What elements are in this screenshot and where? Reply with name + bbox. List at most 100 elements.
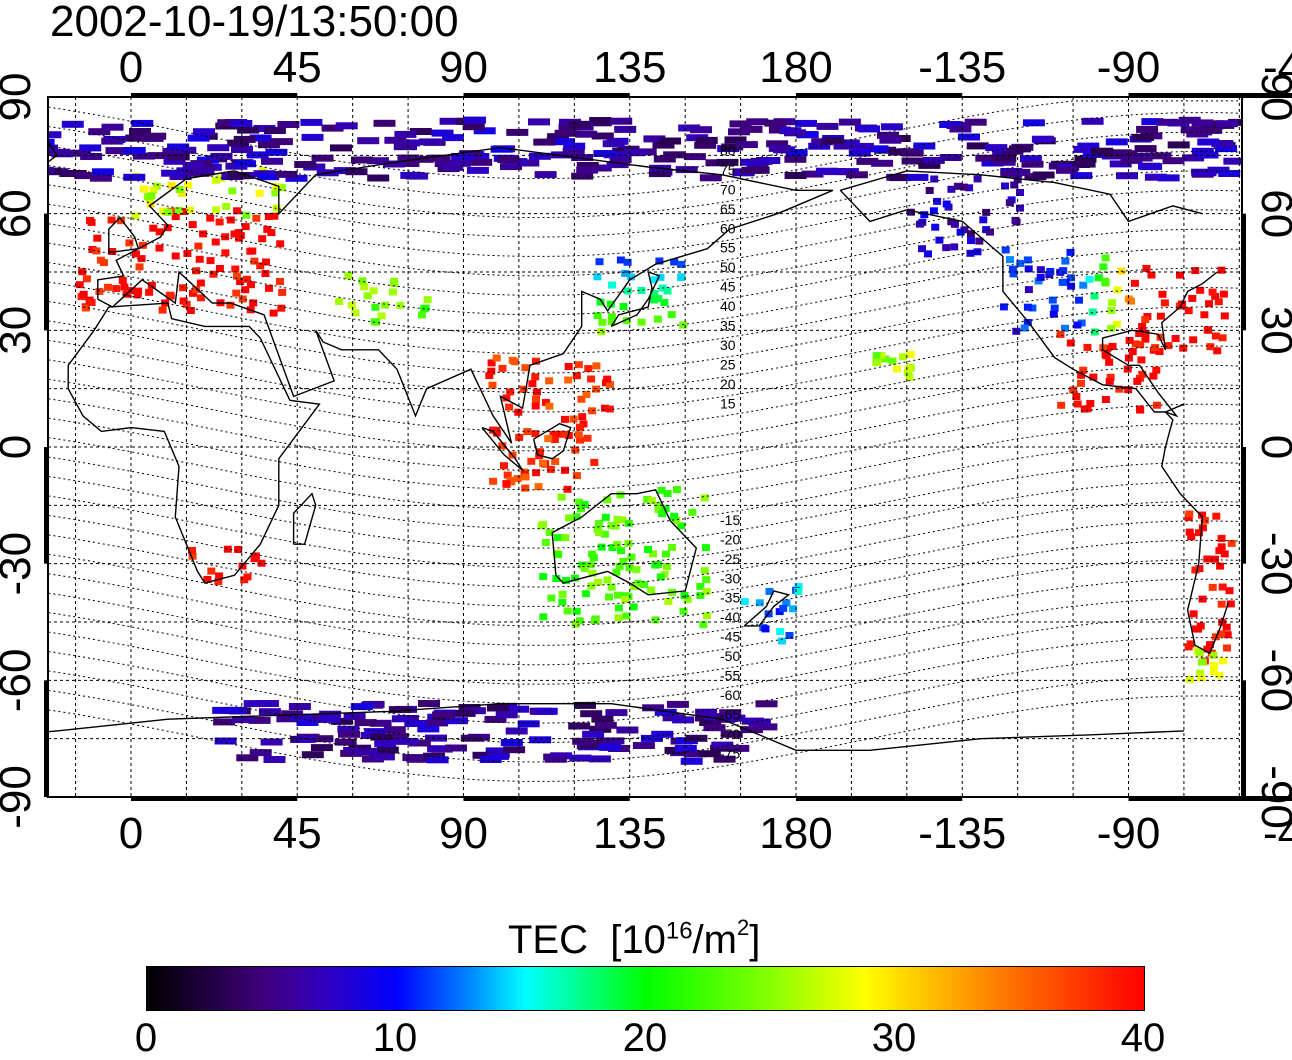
right-lat-label: 30: [1252, 306, 1292, 355]
tec-cell: [335, 739, 357, 746]
tec-cell: [1072, 393, 1080, 400]
colorbar-unit-exponent-2: 2: [737, 915, 749, 940]
tec-cell: [161, 170, 183, 177]
frame-segment: [1241, 680, 1246, 797]
tec-cell: [251, 555, 259, 562]
tec-cell: [256, 190, 264, 197]
tec-cell: [212, 239, 220, 246]
tec-cell: [1218, 601, 1226, 608]
tec-cell: [536, 708, 558, 715]
tec-cell: [232, 290, 240, 297]
tec-cell: [965, 119, 987, 126]
tec-cell: [568, 723, 590, 730]
tec-cell: [651, 562, 659, 569]
frame-segment: [131, 796, 297, 801]
tec-cell: [1002, 247, 1010, 254]
tec-cell: [518, 720, 540, 727]
tec-cell: [192, 267, 200, 274]
tec-cell: [243, 276, 251, 283]
tec-cell: [918, 245, 926, 252]
tec-cell: [659, 138, 681, 145]
tec-cell: [188, 135, 210, 142]
bottom-lon-label: 135: [593, 809, 666, 858]
tec-cell: [378, 312, 386, 319]
tec-cell: [982, 209, 990, 216]
top-lon-label: 180: [759, 43, 832, 92]
tec-cell: [194, 243, 202, 250]
tec-cell: [104, 284, 112, 291]
tec-cell: [183, 162, 205, 169]
tec-cell: [221, 249, 229, 256]
tec-cell: [1196, 650, 1204, 657]
tec-cell: [384, 726, 406, 733]
tec-cell: [1074, 161, 1096, 168]
tec-cell: [241, 286, 249, 293]
tec-cell: [620, 303, 628, 310]
magnetic-latitude-contours: [39, 101, 1258, 782]
tec-cell: [589, 117, 611, 124]
tec-cell: [974, 175, 982, 182]
tec-cell: [244, 573, 252, 580]
tec-cell: [102, 124, 124, 131]
tec-cell: [418, 312, 426, 319]
tec-cell: [21, 154, 43, 161]
tec-cell: [608, 282, 616, 289]
contour-label: 25: [720, 356, 736, 372]
tec-cell: [942, 244, 950, 251]
tec-cell: [500, 462, 508, 469]
tec-cell: [396, 302, 404, 309]
tec-cell: [668, 311, 676, 318]
tec-cell: [664, 287, 672, 294]
tec-cell: [277, 305, 285, 312]
tec-cell: [985, 144, 1007, 151]
tec-cell: [1102, 396, 1110, 403]
tec-cell: [632, 566, 640, 573]
tec-cell: [628, 554, 636, 561]
tec-cell: [300, 119, 322, 126]
tec-cell: [610, 118, 632, 125]
tec-cell: [270, 310, 278, 317]
tec-cell: [889, 358, 897, 365]
frame-segment: [1241, 447, 1246, 564]
tec-cell: [576, 167, 598, 174]
tec-cell: [1059, 279, 1067, 286]
tec-cell: [2, 152, 24, 159]
tec-cell: [119, 277, 127, 284]
tec-cell: [688, 509, 696, 516]
tec-cell: [276, 171, 298, 178]
tec-cell: [480, 756, 502, 763]
top-lon-label: 45: [273, 43, 322, 92]
tec-cell: [625, 520, 633, 527]
tec-cell: [881, 123, 903, 130]
top-lon-label: 135: [593, 43, 666, 92]
tec-cell: [1073, 322, 1081, 329]
tec-cell: [906, 174, 928, 181]
tec-cell: [1156, 119, 1178, 126]
tec-cell: [1219, 584, 1227, 591]
frame-segment: [796, 796, 962, 801]
tec-cell: [371, 304, 379, 311]
magnetic-contour: [39, 599, 1258, 685]
tec-cell: [681, 592, 689, 599]
tec-cell: [32, 167, 54, 174]
contour-label: -60: [720, 687, 740, 703]
tec-cell: [565, 363, 573, 370]
tec-cell: [1059, 267, 1067, 274]
tec-cell: [621, 596, 629, 603]
tec-cell: [497, 156, 519, 163]
tec-cell: [1190, 610, 1198, 617]
colorbar-tick-10: 10: [373, 1016, 418, 1060]
tec-cell: [351, 157, 373, 164]
tec-cell: [951, 221, 959, 228]
tec-cell: [1012, 217, 1020, 224]
tec-cell: [539, 573, 547, 580]
tec-cell: [527, 458, 535, 465]
tec-cell: [580, 710, 602, 717]
tec-cell: [26, 165, 48, 172]
tec-cell: [779, 605, 787, 612]
tec-cell: [1033, 172, 1055, 179]
tec-cell: [568, 121, 590, 128]
tec-cell: [1200, 311, 1208, 318]
tec-cell: [598, 319, 606, 326]
tec-cell: [1008, 169, 1030, 176]
